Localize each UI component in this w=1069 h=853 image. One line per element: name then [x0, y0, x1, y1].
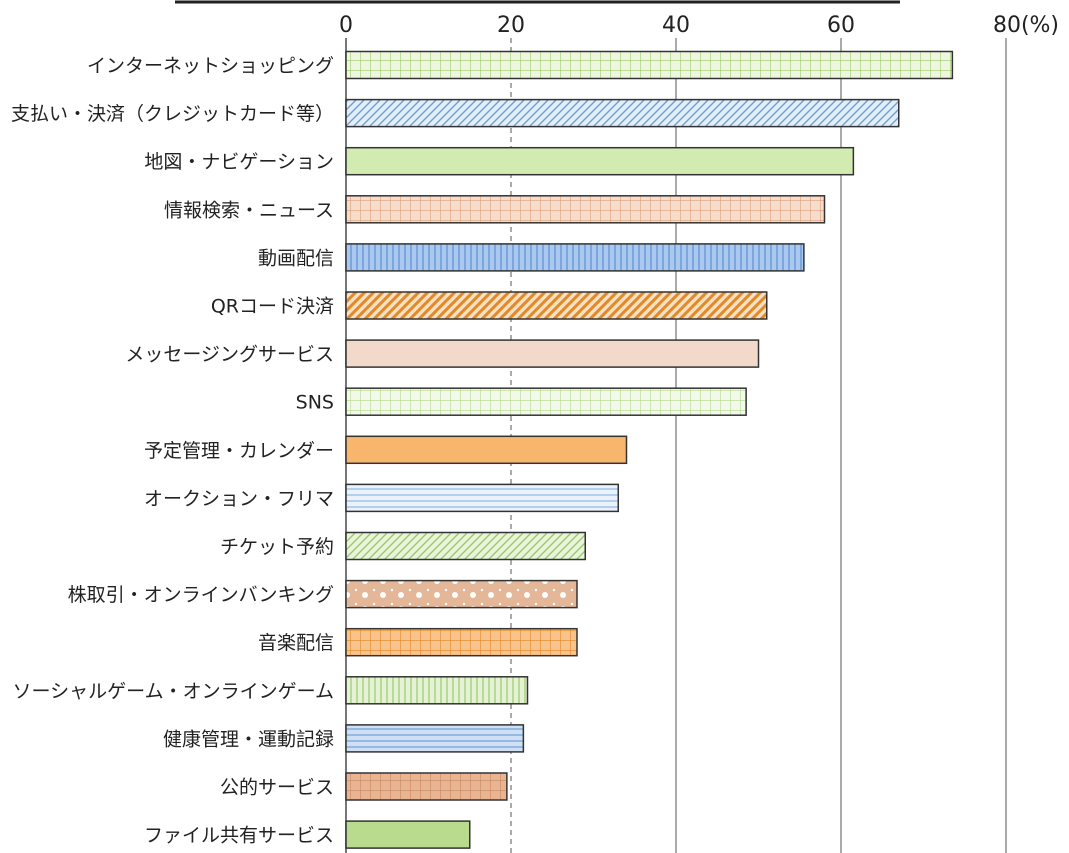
tick-label-0: 0 — [339, 13, 353, 38]
bar-3 — [345, 195, 826, 224]
category-label-1: 支払い・決済（クレジットカード等） — [11, 103, 334, 125]
category-label-0: インターネットショッピング — [87, 55, 334, 77]
category-label-11: 株取引・オンラインバンキング — [68, 584, 334, 606]
tick-label-60: 60 — [827, 13, 855, 38]
category-label-13: ソーシャルゲーム・オンラインゲーム — [13, 680, 334, 702]
category-label-7: SNS — [296, 392, 334, 414]
tick-label-max: 80(%) — [993, 13, 1059, 38]
bar-2 — [345, 146, 855, 176]
bar-10 — [345, 531, 586, 561]
bar-8 — [345, 435, 628, 465]
category-label-14: 健康管理・運動記録 — [163, 728, 334, 750]
bar-14 — [345, 724, 525, 753]
category-label-15: 公的サービス — [220, 777, 334, 799]
category-label-9: オークション・フリマ — [144, 488, 334, 510]
bar-7 — [345, 387, 747, 416]
tick-label-20: 20 — [497, 13, 525, 38]
bar-1 — [345, 98, 900, 128]
bars-layer — [345, 50, 954, 849]
category-label-5: QRコード決済 — [211, 296, 334, 318]
bar-0 — [345, 50, 954, 80]
bar-13 — [345, 676, 529, 705]
bar-4 — [345, 243, 805, 272]
category-label-8: 予定管理・カレンダー — [144, 440, 334, 462]
ticks-layer: 0 20 40 60 80(%) — [339, 13, 1059, 38]
bar-5 — [345, 291, 768, 320]
category-label-10: チケット予約 — [220, 536, 334, 558]
bar-11 — [345, 579, 578, 609]
bar-6 — [345, 339, 760, 368]
bar-12 — [345, 627, 578, 657]
tick-label-40: 40 — [662, 13, 690, 38]
category-label-12: 音楽配信 — [258, 632, 334, 654]
category-label-4: 動画配信 — [258, 247, 334, 269]
category-label-3: 情報検索・ニュース — [164, 199, 334, 221]
category-label-16: ファイル共有サービス — [144, 825, 334, 847]
bar-9 — [345, 483, 619, 513]
bar-15 — [345, 772, 508, 801]
category-label-6: メッセージングサービス — [125, 344, 334, 366]
category-label-2: 地図・ナビゲーション — [144, 151, 334, 173]
bar-16 — [345, 820, 471, 849]
